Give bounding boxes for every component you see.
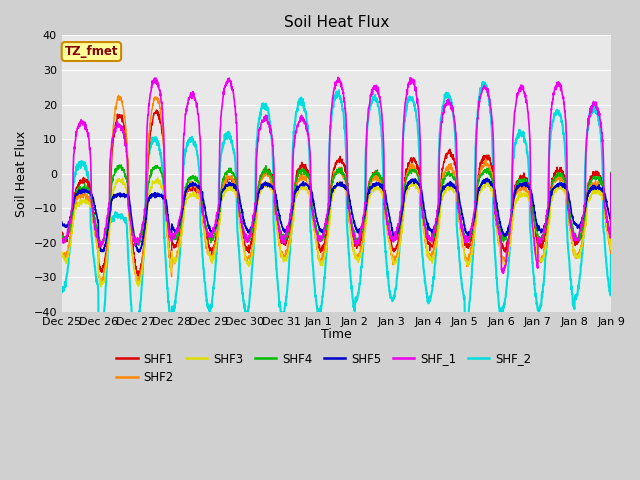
SHF2 [559,178,567,184]
SHF_2 [365,116,372,122]
SHF2 [607,171,615,177]
Text: TZ_fmet: TZ_fmet [65,45,118,58]
Y-axis label: Soil Heat Flux: Soil Heat Flux [15,131,28,217]
SHF1 [353,245,360,251]
SHF5 [559,182,566,188]
SHF2 [58,251,66,257]
SHF5 [58,219,66,225]
SHF3 [97,284,105,290]
SHF_1 [334,74,342,80]
SHF_1 [58,240,66,245]
SHF1 [559,168,567,174]
SHF1 [212,239,220,244]
SHF3 [58,249,66,255]
SHF4 [365,181,372,187]
SHF5 [607,171,615,177]
SHF_2 [58,289,66,295]
SHF3 [574,253,582,259]
Line: SHF_2: SHF_2 [62,82,611,348]
X-axis label: Time: Time [321,328,352,341]
SHF_2 [559,126,567,132]
SHF4 [497,230,504,236]
SHF1 [153,107,161,113]
SHF2 [212,242,220,248]
SHF5 [211,225,219,231]
SHF3 [353,256,360,262]
SHF_1 [365,106,372,111]
SHF2 [353,253,360,259]
SHF4 [212,227,220,233]
SHF3 [607,169,615,175]
SHF_1 [575,238,582,243]
SHF_2 [607,169,615,175]
SHF_1 [353,239,360,244]
SHF3 [365,199,372,205]
SHF1 [497,236,504,242]
SHF_2 [575,286,582,291]
Line: SHF5: SHF5 [62,174,611,252]
SHF4 [117,162,125,168]
SHF_1 [500,270,508,276]
SHF5 [574,224,582,230]
SHF_1 [559,96,567,101]
Line: SHF4: SHF4 [62,165,611,245]
SHF1 [607,173,615,179]
SHF_1 [211,223,219,229]
Line: SHF2: SHF2 [62,96,611,282]
SHF_2 [479,79,487,85]
SHF_2 [211,268,219,274]
SHF_2 [497,317,504,323]
SHF4 [575,237,582,243]
SHF2 [134,279,142,285]
SHF2 [365,188,372,194]
SHF_1 [497,233,504,239]
SHF5 [365,191,372,197]
SHF5 [353,227,360,233]
SHF2 [497,252,504,258]
SHF3 [497,249,504,254]
SHF4 [559,173,567,179]
SHF1 [365,181,372,187]
SHF3 [211,249,219,254]
SHF2 [115,93,122,98]
SHF4 [135,242,143,248]
SHF_2 [95,345,102,350]
Line: SHF3: SHF3 [62,172,611,287]
SHF_1 [607,170,615,176]
Line: SHF_1: SHF_1 [62,77,611,273]
Title: Soil Heat Flux: Soil Heat Flux [284,15,389,30]
SHF3 [559,187,566,192]
SHF5 [497,219,504,225]
Legend: SHF1, SHF2, SHF3, SHF4, SHF5, SHF_1, SHF_2: SHF1, SHF2, SHF3, SHF4, SHF5, SHF_1, SHF… [112,348,536,389]
SHF1 [134,273,142,279]
SHF5 [135,249,143,255]
SHF2 [575,254,582,260]
SHF_2 [353,298,360,304]
Line: SHF1: SHF1 [62,110,611,276]
SHF1 [58,229,66,235]
SHF4 [353,236,360,242]
SHF4 [607,170,615,176]
SHF4 [58,233,66,239]
SHF1 [575,238,582,244]
